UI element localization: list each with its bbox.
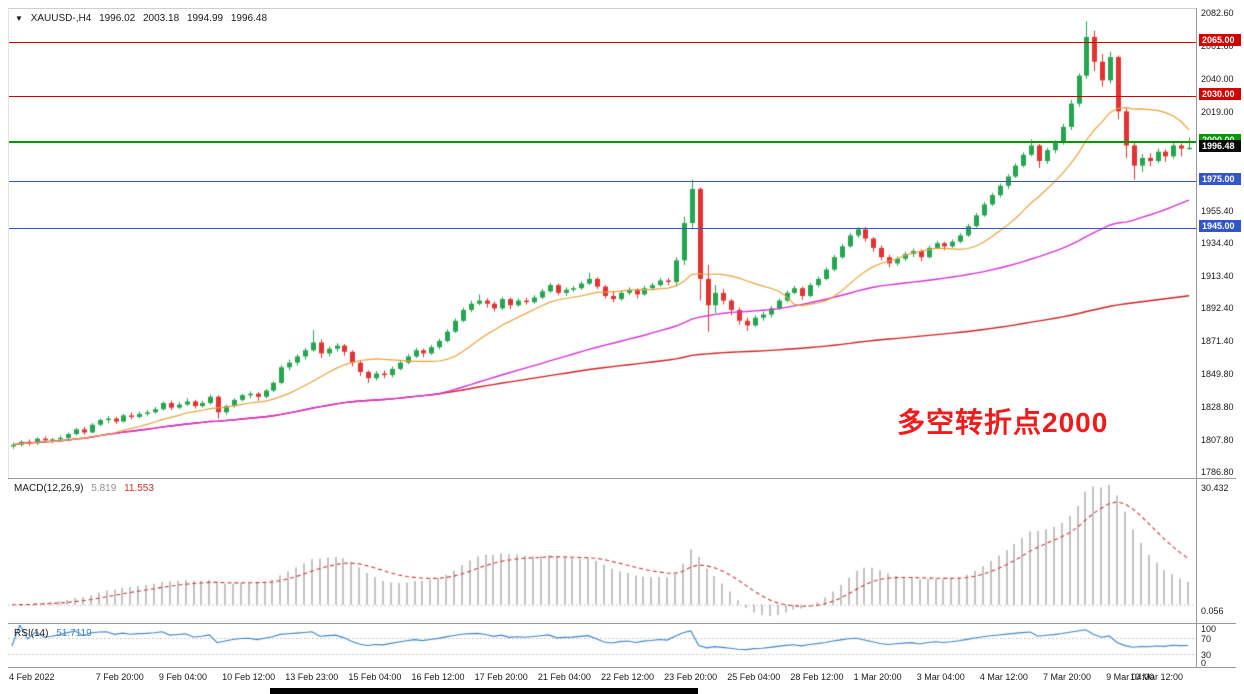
macd-axis-max-label: 30.432 <box>1201 483 1229 493</box>
ohlc-low: 1994.99 <box>186 13 224 24</box>
rsi-axis-label: 70 <box>1201 633 1212 644</box>
rsi-canvas[interactable] <box>8 625 1196 667</box>
rsi-axis-label: 30 <box>1201 650 1212 661</box>
macd-signal-value: 11.553 <box>124 483 154 494</box>
time-axis-label: 17 Feb 20:00 <box>474 672 528 682</box>
time-axis-label: 16 Feb 12:00 <box>411 672 465 682</box>
symbol-dropdown-icon[interactable]: ▼ <box>15 14 23 23</box>
chart-header: ▼ XAUUSD-,H4 1996.02 2003.18 1994.99 199… <box>15 13 272 24</box>
price-axis-tick: 1934.40 <box>1201 238 1234 249</box>
macd-axis[interactable]: 30.432 0.056 <box>1198 480 1244 623</box>
chinese-annotation: 多空转折点2000 <box>897 407 1109 438</box>
price-level-badge: 2065.00 <box>1199 33 1241 46</box>
ohlc-high: 2003.18 <box>143 13 180 24</box>
time-axis-label: 10 Feb 12:00 <box>222 672 276 682</box>
time-axis-label: 21 Feb 04:00 <box>537 672 591 682</box>
time-axis[interactable]: 4 Feb 2022 7 Feb 20:00 9 Feb 04:00 10 Feb 1… <box>0 670 1244 688</box>
rsi-name: RSI(14) <box>14 628 49 639</box>
ohlc-open: 1996.02 <box>99 13 136 24</box>
macd-axis-min-label: 0.056 <box>1201 606 1224 616</box>
macd-label: MACD(12,26,9) 5.819 11.553 <box>14 483 159 494</box>
price-level-badge: 1975.00 <box>1199 173 1241 186</box>
price-chart-canvas[interactable] <box>9 9 1197 479</box>
time-axis-label: 9 Feb 04:00 <box>158 672 207 682</box>
rsi-label: RSI(14) 51.7119 <box>14 628 97 639</box>
price-axis-tick: 2040.00 <box>1201 74 1234 85</box>
rsi-axis-label: 0 <box>1201 658 1207 668</box>
time-axis-label: 28 Feb 12:00 <box>790 672 844 682</box>
bottom-taskbar-fragment <box>270 688 698 694</box>
macd-canvas[interactable] <box>8 480 1196 623</box>
time-axis-label: 4 Feb 2022 <box>8 672 55 682</box>
price-axis-tick: 1871.40 <box>1201 335 1234 346</box>
price-axis-tick: 1849.80 <box>1201 369 1234 380</box>
time-axis-label: 4 Mar 12:00 <box>979 672 1028 682</box>
time-axis-label: 22 Feb 12:00 <box>600 672 655 682</box>
macd-panel[interactable]: MACD(12,26,9) 5.819 11.553 <box>8 480 1196 623</box>
time-axis-label: 1 Mar 20:00 <box>853 672 902 682</box>
price-axis-tick: 1786.80 <box>1201 467 1234 478</box>
price-axis-tick: 1913.40 <box>1201 270 1234 281</box>
macd-name: MACD(12,26,9) <box>14 483 84 494</box>
rsi-timeaxis-separator <box>8 667 1236 668</box>
price-panel[interactable]: ▼ XAUUSD-,H4 1996.02 2003.18 1994.99 199… <box>8 8 1197 479</box>
price-level-badge: 2030.00 <box>1199 87 1241 100</box>
price-axis[interactable]: 2082.60 2061.60 2040.00 2019.00 1955.40 1934.… <box>1198 0 1244 672</box>
current-price-badge: 1996.48 <box>1199 139 1241 152</box>
symbol-label: XAUUSD-,H4 <box>30 13 92 24</box>
macd-main-value: 5.819 <box>91 483 117 494</box>
time-axis-label: 15 Feb 04:00 <box>348 672 402 682</box>
price-axis-tick: 1955.40 <box>1201 205 1234 216</box>
price-axis-tick: 1807.80 <box>1201 434 1234 445</box>
time-axis-label: 7 Mar 20:00 <box>1043 672 1092 682</box>
time-axis-label: 7 Feb 20:00 <box>95 672 144 682</box>
price-level-badge: 1945.00 <box>1199 219 1241 232</box>
time-axis-label: 13 Feb 23:00 <box>285 672 339 682</box>
price-axis-tick: 1828.80 <box>1201 401 1234 412</box>
rsi-value: 51.7119 <box>56 628 92 639</box>
rsi-axis-label: 100 <box>1201 624 1217 634</box>
price-axis-tick: 1892.40 <box>1201 303 1234 314</box>
price-axis-tick: 2019.00 <box>1201 106 1234 117</box>
time-axis-label: 10 Mar 12:00 <box>1130 672 1184 682</box>
macd-rsi-separator[interactable] <box>8 623 1236 624</box>
time-axis-label: 9 Mar 04:00 <box>1106 672 1155 682</box>
price-axis-tick: 2061.60 <box>1201 40 1234 51</box>
time-axis-label: 3 Mar 04:00 <box>916 672 965 682</box>
rsi-panel[interactable]: RSI(14) 51.7119 <box>8 625 1196 667</box>
rsi-axis[interactable]: 100 70 30 0 <box>1198 624 1244 668</box>
ohlc-close: 1996.48 <box>230 13 268 24</box>
plot-axis-separator <box>1196 8 1197 668</box>
price-axis-tick: 2082.60 <box>1201 8 1234 19</box>
time-axis-label: 25 Feb 04:00 <box>727 672 781 682</box>
price-macd-separator[interactable] <box>8 478 1236 479</box>
time-axis-label: 23 Feb 20:00 <box>664 672 718 682</box>
